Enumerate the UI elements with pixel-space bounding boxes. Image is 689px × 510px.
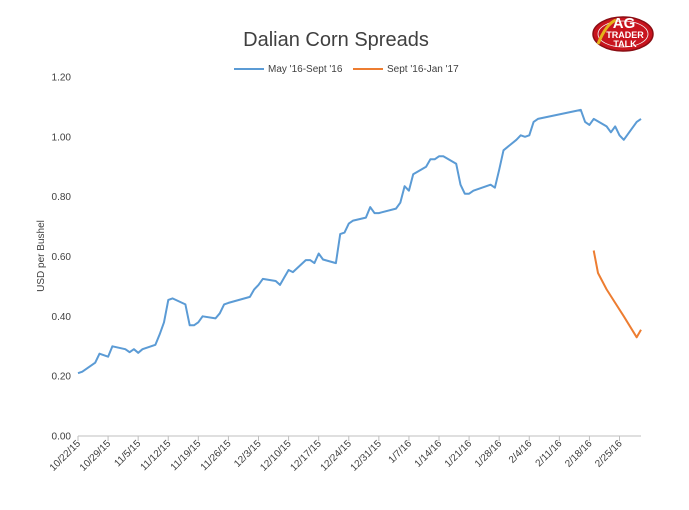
x-tick-label: 12/10/15: [258, 438, 294, 474]
legend-label-series-2: Sept '16-Jan '17: [387, 64, 459, 75]
x-tick-label: 12/24/15: [319, 438, 355, 474]
series-line-1: [77, 108, 642, 375]
y-tick-label: 1.00: [52, 132, 72, 143]
series-line-2: [592, 250, 642, 339]
x-tick-label: 1/14/16: [413, 438, 445, 470]
y-tick-label: 0.40: [52, 312, 72, 323]
y-tick-label: 0.80: [52, 192, 72, 203]
x-tick-label: 11/26/15: [199, 438, 234, 473]
wheat-icon: [596, 18, 617, 45]
x-tick-label: 2/4/16: [507, 438, 535, 466]
y-tick-label: 1.20: [52, 73, 72, 84]
y-tick-label: 0.60: [52, 252, 72, 263]
x-tick-label: 1/7/16: [387, 438, 415, 466]
x-tick-label: 10/22/15: [48, 438, 84, 474]
x-tick-label: 1/21/16: [443, 438, 475, 470]
x-tick-label: 2/11/16: [534, 438, 565, 469]
x-tick-label: 2/25/16: [593, 438, 625, 470]
logo-line3: TALK: [613, 39, 637, 49]
x-tick-label: 10/29/15: [78, 438, 114, 474]
x-tick-label: 12/17/15: [288, 438, 324, 474]
legend-label-series-1: May '16-Sept '16: [268, 64, 343, 75]
logo-line1: AG: [613, 15, 636, 32]
x-tick-label: 12/31/15: [349, 438, 385, 474]
legend: May '16-Sept '16 Sept '16-Jan '17: [234, 64, 459, 75]
chart-title: Dalian Corn Spreads: [243, 29, 429, 51]
y-axis-label: USD per Bushel: [36, 220, 47, 292]
ag-trader-talk-logo: AG TRADER TALK: [592, 15, 654, 52]
y-tick-label: 0.20: [52, 372, 72, 383]
x-tick-label: 2/18/16: [563, 438, 595, 470]
x-tick-label: 1/28/16: [473, 438, 505, 470]
y-axis-ticks: 0.00 0.20 0.40 0.60 0.80 1.00 1.20: [52, 73, 72, 443]
y-tick-label: 0.00: [52, 432, 72, 443]
logo-line2: TRADER: [606, 30, 644, 40]
x-tick-label: 11/12/15: [139, 438, 174, 473]
series-lines: [77, 108, 642, 375]
x-tick-label: 11/19/15: [169, 438, 204, 473]
